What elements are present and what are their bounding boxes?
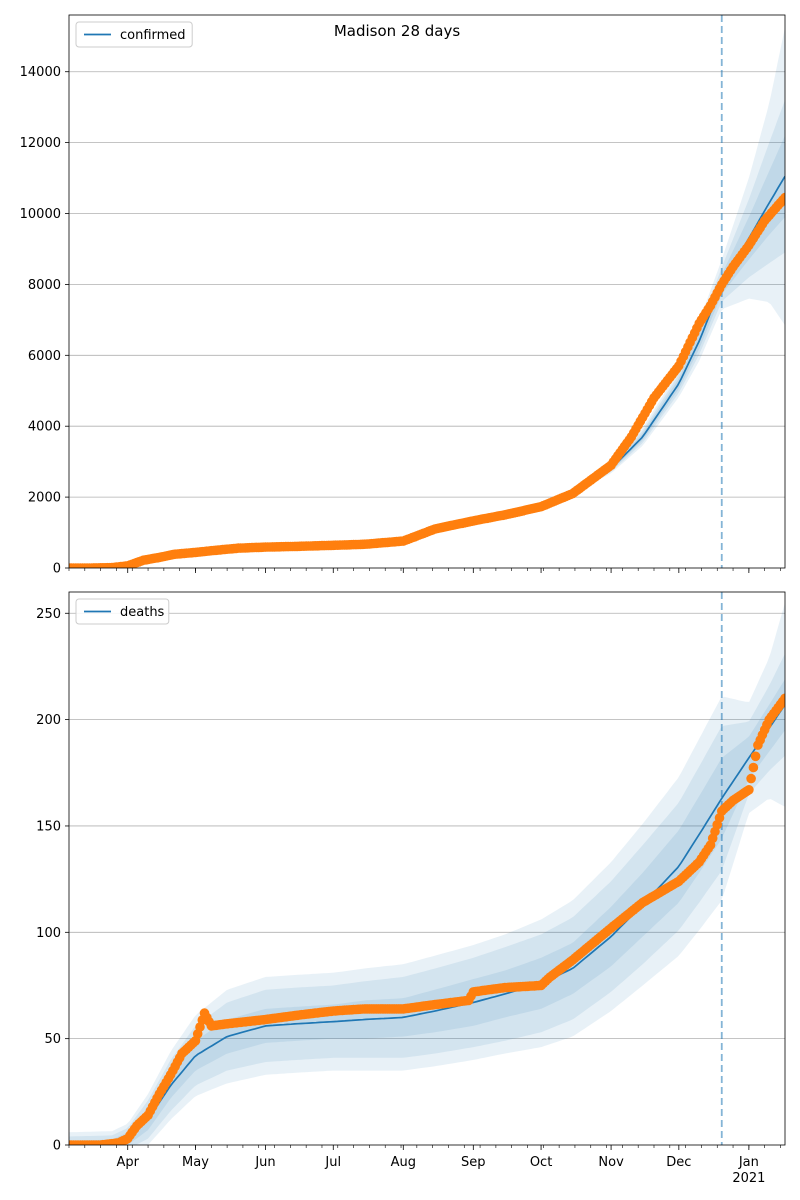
y-tick-label: 150 <box>36 819 61 834</box>
x-tick-label: Jun <box>254 1155 275 1170</box>
legend: deaths <box>75 598 170 625</box>
model-line <box>69 704 785 1145</box>
y-tick-label: 250 <box>36 607 61 622</box>
x-tick-label: Dec <box>666 1155 691 1170</box>
legend-box <box>75 21 193 48</box>
plot-area <box>69 15 785 568</box>
y-tick-label: 12000 <box>20 136 61 151</box>
y-tick-label: 2000 <box>28 491 61 506</box>
x-tick-label: Jan <box>738 1155 759 1170</box>
figure-title: Madison 28 days <box>334 22 461 40</box>
x-tick-label: Oct <box>530 1155 552 1170</box>
x-tick-label: Jul <box>324 1155 341 1170</box>
axes-frame <box>68 14 786 569</box>
x-tick-label: Apr <box>116 1155 139 1170</box>
plot-area <box>69 592 785 1145</box>
x-year-label: 2021 <box>732 1171 765 1186</box>
observed-point <box>744 785 754 795</box>
observed-point <box>748 762 759 773</box>
y-tick-label: 50 <box>44 1032 61 1047</box>
x-tick-label: May <box>182 1155 209 1170</box>
y-tick-label: 4000 <box>28 420 61 435</box>
axes-frame <box>68 591 786 1146</box>
y-tick-label: 200 <box>36 713 61 728</box>
legend-label: confirmed <box>120 28 186 43</box>
deaths-panel: 0 50 100 150 200 250 Apr May Jun Jul Aug Sep Oct Nov D… <box>36 591 786 1186</box>
observed-point <box>750 751 761 762</box>
legend: confirmed <box>75 21 193 48</box>
uncertainty-band <box>69 602 785 1145</box>
y-tick-label: 0 <box>53 562 61 577</box>
y-tick-label: 8000 <box>28 278 61 293</box>
y-tick-label: 14000 <box>20 65 61 80</box>
y-tick-label: 6000 <box>28 349 61 364</box>
observed-point <box>746 773 756 784</box>
x-tick-label: Nov <box>598 1155 624 1170</box>
y-tick-label: 10000 <box>20 207 61 222</box>
legend-label: deaths <box>120 605 165 620</box>
observed-point <box>780 693 785 704</box>
y-tick-label: 100 <box>36 926 61 941</box>
legend-box <box>75 598 170 625</box>
x-tick-label: Sep <box>461 1155 486 1170</box>
confirmed-panel: 0 2000 4000 6000 8000 10000 12000 14000 confirme… <box>20 14 786 577</box>
uncertainty-band <box>69 679 785 1145</box>
y-tick-label: 0 <box>53 1139 61 1154</box>
observed-point <box>780 192 785 203</box>
x-tick-label: Aug <box>391 1155 416 1170</box>
